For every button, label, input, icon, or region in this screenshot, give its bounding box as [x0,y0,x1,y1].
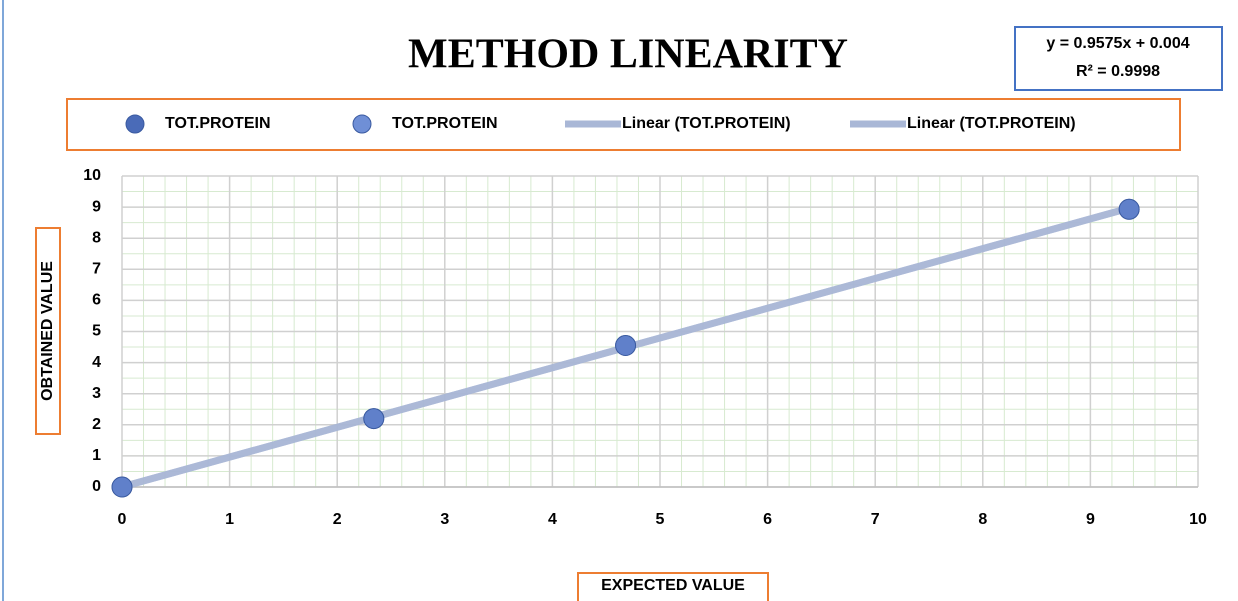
equation: y = 0.9575x + 0.004 [1046,35,1189,52]
legend-marker [352,114,372,134]
x-tick-label: 4 [548,511,557,528]
x-label-box [577,572,769,601]
x-tick-label: 3 [440,511,449,528]
point [1118,198,1140,220]
y-tick-label: 0 [92,478,101,495]
legend-label: TOT.PROTEIN [392,115,498,132]
legend-label: TOT.PROTEIN [165,115,271,132]
x-tick-label: 7 [871,511,880,528]
point [111,476,133,498]
y-tick-label: 2 [92,416,101,433]
y-tick-label: 7 [92,261,101,278]
x-tick-label: 2 [333,511,342,528]
x-axis-label: EXPECTED VALUE [601,577,745,594]
y-tick-label: 8 [92,229,101,246]
y-tick-label: 1 [92,447,101,464]
x-tick-label: 8 [978,511,987,528]
y-tick-label: 3 [92,385,101,402]
legend-box [66,98,1181,151]
equation-box [1014,26,1223,91]
point [363,408,385,430]
x-tick-label: 5 [656,511,665,528]
x-tick-label: 9 [1086,511,1095,528]
chart-title: METHOD LINEARITY [408,32,848,78]
legend-label: Linear (TOT.PROTEIN) [907,115,1076,132]
y-tick-label: 4 [92,354,101,371]
y-tick-label: 5 [92,323,101,340]
y-axis-label: OBTAINED VALUE [39,261,56,401]
y-label-box [35,227,61,435]
legend-marker [125,114,145,134]
x-tick-label: 6 [763,511,772,528]
x-tick-label: 0 [118,511,127,528]
y-tick-label: 10 [83,167,101,184]
y-tick-label: 9 [92,198,101,215]
point [615,334,637,356]
legend-label: Linear (TOT.PROTEIN) [622,115,791,132]
x-tick-label: 1 [225,511,234,528]
y-tick-label: 6 [92,292,101,309]
r-squared: R² = 0.9998 [1076,63,1160,80]
x-tick-label: 10 [1189,511,1207,528]
